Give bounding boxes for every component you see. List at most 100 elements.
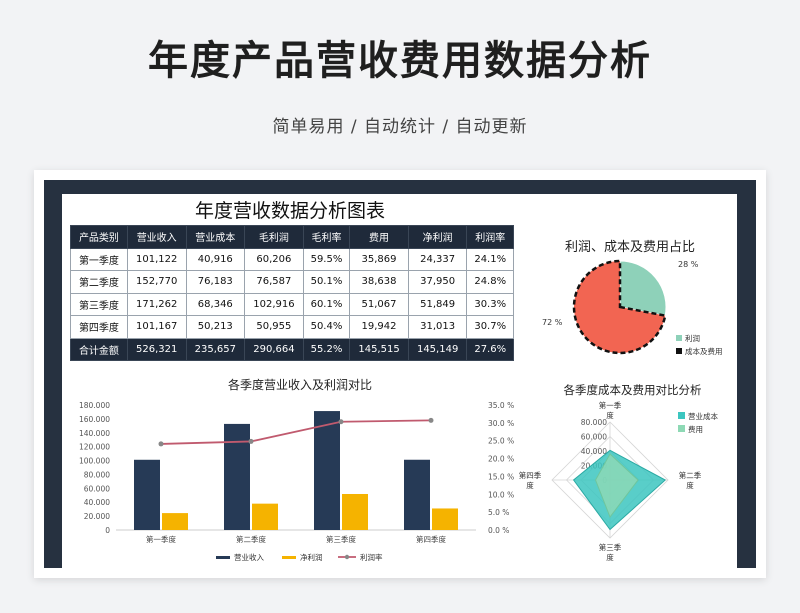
table-cell: 24.1% bbox=[466, 247, 514, 271]
table-cell: 59.5% bbox=[302, 247, 351, 271]
x-tick-label: 第三季度 bbox=[326, 534, 356, 544]
table-cell: 31,013 bbox=[407, 315, 468, 339]
y-tick-label: 80.000 bbox=[84, 470, 110, 479]
table-cell: 37,950 bbox=[407, 270, 468, 294]
y-tick-label: 160.000 bbox=[79, 415, 110, 424]
table-cell: 40,916 bbox=[185, 247, 246, 271]
table-cell: 68,346 bbox=[185, 292, 246, 316]
legend-swatch-cost-expense bbox=[676, 348, 682, 354]
y-tick-label: 60.000 bbox=[84, 484, 110, 493]
radar-axis-label-suffix: 度 bbox=[606, 410, 614, 420]
y-tick-label: 40.000 bbox=[84, 498, 110, 507]
point-profit-rate bbox=[248, 438, 254, 444]
bar-line-chart: 0 20.000 40.000 60.000 80.000 100.000 120.000 1… bbox=[79, 401, 514, 562]
pie-label-profit: 28 % bbox=[678, 260, 699, 269]
y-tick-label: 180.000 bbox=[79, 401, 110, 410]
table-header-cell: 产品类别 bbox=[70, 225, 128, 249]
y2-tick-label: 35.0 % bbox=[488, 401, 514, 410]
table-cell: 152,770 bbox=[126, 270, 187, 294]
legend-marker-profit-rate bbox=[344, 554, 350, 560]
page-title: 年度产品营收费用数据分析 bbox=[148, 38, 652, 84]
table-total-cell: 145,515 bbox=[349, 337, 409, 361]
y2-tick-label: 10.0 % bbox=[488, 490, 514, 499]
radar-axis-label: 第一季 bbox=[599, 400, 622, 410]
table-cell: 24.8% bbox=[466, 270, 514, 294]
radar-axis-label: 第四季 bbox=[519, 470, 542, 480]
radar-series-expense bbox=[594, 453, 639, 519]
table-cell: 第二季度 bbox=[70, 270, 128, 294]
table-cell: 51,849 bbox=[407, 292, 468, 316]
radar-tick-label: 40.000 bbox=[581, 447, 607, 456]
table-total-cell: 145,149 bbox=[407, 337, 468, 361]
radar-tick-label: 80.000 bbox=[581, 418, 607, 427]
table-cell: 171,262 bbox=[126, 292, 187, 316]
y-tick-label: 0 bbox=[105, 526, 110, 535]
radar-axis-label-suffix: 度 bbox=[606, 552, 614, 562]
table-cell: 19,942 bbox=[349, 315, 409, 339]
table-cell: 76,183 bbox=[185, 270, 246, 294]
bar-net-profit bbox=[342, 493, 368, 530]
radar-axis-label-suffix: 度 bbox=[526, 480, 534, 490]
table-total-cell: 235,657 bbox=[185, 337, 246, 361]
line-profit-rate bbox=[160, 419, 432, 445]
y2-tick-label: 20.0 % bbox=[488, 455, 514, 464]
table-cell: 60.1% bbox=[302, 292, 351, 316]
table-cell: 30.7% bbox=[466, 315, 514, 339]
table-cell: 101,122 bbox=[126, 247, 187, 271]
table-cell: 50.1% bbox=[302, 270, 351, 294]
table-cell: 第一季度 bbox=[70, 247, 128, 271]
legend-label-cost-expense: 成本及费用 bbox=[685, 346, 723, 356]
pie-slice-cost-expense bbox=[572, 259, 667, 355]
radar-chart-title: 各季度成本及费用对比分析 bbox=[563, 383, 702, 397]
table-cell: 第四季度 bbox=[70, 315, 128, 339]
y2-tick-label: 0.0 % bbox=[488, 526, 509, 535]
y-tick-label: 100.000 bbox=[79, 457, 110, 466]
legend-label-profit-rate: 利润率 bbox=[360, 552, 383, 562]
bar-revenue bbox=[224, 423, 250, 530]
table-cell: 51,067 bbox=[349, 292, 409, 316]
table-cell: 50.4% bbox=[302, 315, 351, 339]
y-tick-label: 120.000 bbox=[79, 443, 110, 452]
table-header-cell: 毛利润 bbox=[244, 225, 304, 249]
table-total-cell: 55.2% bbox=[302, 337, 351, 361]
table-total-cell: 27.6% bbox=[466, 337, 514, 361]
table-cell: 38,638 bbox=[349, 270, 409, 294]
table-cell: 24,337 bbox=[407, 247, 468, 271]
bar-revenue bbox=[404, 459, 430, 530]
table-header-cell: 费用 bbox=[349, 225, 409, 249]
radar-tick-label: 60.000 bbox=[581, 433, 607, 442]
table-header-cell: 利润率 bbox=[466, 225, 514, 249]
x-tick-label: 第一季度 bbox=[146, 534, 176, 544]
table-header-cell: 毛利率 bbox=[302, 225, 351, 249]
table-header-row: 产品类别 营业收入 营业成本 毛利润 毛利率 费用 净利润 利润率 bbox=[70, 225, 514, 249]
table-cell: 50,213 bbox=[185, 315, 246, 339]
bar-chart-title: 各季度营业收入及利润对比 bbox=[227, 378, 372, 392]
table-cell: 60,206 bbox=[244, 247, 304, 271]
table-cell: 30.3% bbox=[466, 292, 514, 316]
legend-swatch-net-profit bbox=[282, 556, 296, 559]
legend-label-revenue: 营业收入 bbox=[234, 552, 264, 562]
table-row: 第三季度 171,262 68,346 102,916 60.1% 51,067… bbox=[70, 292, 514, 316]
x-tick-label: 第四季度 bbox=[416, 534, 446, 544]
y2-tick-label: 5.0 % bbox=[488, 508, 509, 517]
table-cell: 76,587 bbox=[244, 270, 304, 294]
radar-axis-label: 第二季 bbox=[679, 470, 702, 480]
bar-net-profit bbox=[252, 503, 278, 530]
table-header-cell: 净利润 bbox=[407, 225, 468, 249]
radar-chart: 020.00040.00060.00080.000第一季度第二季度第三季度第四季… bbox=[519, 400, 719, 562]
point-profit-rate bbox=[428, 417, 434, 423]
radar-axis-label: 第三季 bbox=[599, 542, 622, 552]
legend-swatch-expense bbox=[678, 425, 685, 432]
table-total-cell: 合计金额 bbox=[70, 337, 128, 361]
pie-slice-profit bbox=[619, 260, 667, 317]
table-total-cell: 290,664 bbox=[244, 337, 304, 361]
legend-label-net-profit: 净利润 bbox=[300, 552, 323, 562]
bar-net-profit bbox=[432, 508, 458, 530]
y-tick-label: 140.000 bbox=[79, 429, 110, 438]
pie-chart-title: 利润、成本及费用占比 bbox=[564, 240, 695, 255]
table-header-cell: 营业收入 bbox=[126, 225, 187, 249]
y-tick-label: 20.000 bbox=[84, 512, 110, 521]
y2-tick-label: 30.0 % bbox=[488, 419, 514, 428]
pie-label-cost-expense: 72 % bbox=[542, 318, 563, 327]
